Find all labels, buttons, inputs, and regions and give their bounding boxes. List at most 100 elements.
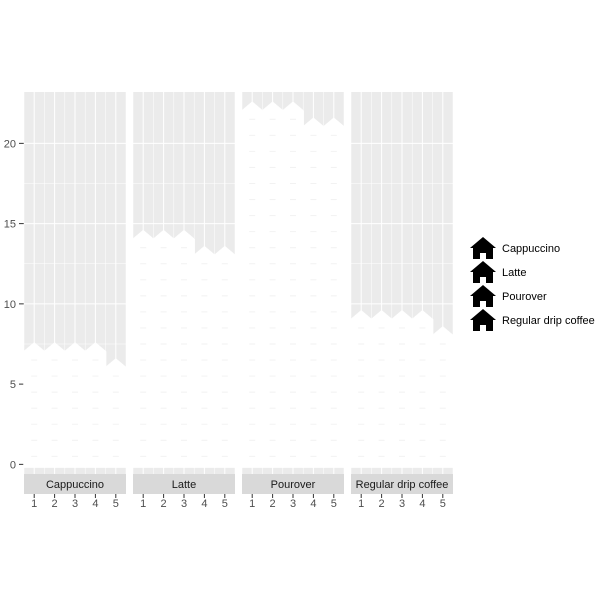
unit-mark xyxy=(249,279,256,281)
unit-mark xyxy=(269,439,276,441)
unit-mark xyxy=(181,247,187,249)
unit-mark xyxy=(269,215,276,217)
unit-mark xyxy=(330,182,337,184)
house-bar xyxy=(213,245,236,468)
unit-mark xyxy=(439,455,446,457)
unit-mark xyxy=(92,375,99,377)
unit-mark xyxy=(160,263,167,265)
unit-mark xyxy=(181,455,187,457)
unit-mark xyxy=(310,359,317,361)
unit-mark xyxy=(221,279,228,281)
unit-mark xyxy=(72,375,78,377)
unit-mark xyxy=(290,439,296,441)
unit-mark xyxy=(290,150,296,152)
unit-mark xyxy=(290,407,296,409)
house-bar xyxy=(152,229,175,468)
unit-mark xyxy=(399,359,405,361)
unit-mark xyxy=(140,295,147,297)
x-tick-label: 1 xyxy=(249,498,255,510)
y-tick-label: 20 xyxy=(4,138,16,150)
unit-mark xyxy=(249,375,256,377)
unit-mark xyxy=(330,134,337,136)
unit-mark xyxy=(31,391,38,393)
unit-mark xyxy=(419,455,426,457)
unit-mark xyxy=(439,375,446,377)
unit-mark xyxy=(419,327,426,329)
unit-mark xyxy=(31,375,38,377)
unit-mark xyxy=(221,375,228,377)
unit-mark xyxy=(92,407,99,409)
unit-mark xyxy=(358,407,365,409)
unit-mark xyxy=(310,134,317,136)
unit-mark xyxy=(201,359,208,361)
unit-mark xyxy=(201,423,208,425)
unit-mark xyxy=(310,215,317,217)
unit-mark xyxy=(269,295,276,297)
unit-mark xyxy=(399,423,405,425)
unit-mark xyxy=(249,231,256,233)
facet-strip-label: Latte xyxy=(172,479,196,491)
unit-mark xyxy=(310,150,317,152)
legend-item: Regular drip coffee xyxy=(470,309,595,331)
unit-mark xyxy=(399,375,405,377)
x-tick-label: 2 xyxy=(52,498,58,510)
unit-mark xyxy=(140,455,147,457)
unit-mark xyxy=(221,407,228,409)
unit-mark xyxy=(330,295,337,297)
unit-mark xyxy=(201,311,208,313)
unit-mark xyxy=(201,343,208,345)
unit-mark xyxy=(249,118,256,120)
unit-mark xyxy=(221,311,228,313)
unit-mark xyxy=(399,391,405,393)
legend: Cappuccino Latte Pourover Regular drip coff… xyxy=(470,237,595,331)
unit-mark xyxy=(72,391,78,393)
unit-mark xyxy=(249,311,256,313)
unit-mark xyxy=(310,295,317,297)
unit-mark xyxy=(112,375,119,377)
unit-mark xyxy=(140,263,147,265)
unit-mark xyxy=(330,455,337,457)
unit-mark xyxy=(269,279,276,281)
house-bar xyxy=(370,309,393,468)
house-bar xyxy=(193,245,216,468)
unit-mark xyxy=(221,455,228,457)
unit-mark xyxy=(399,327,405,329)
unit-mark xyxy=(249,391,256,393)
house-bar xyxy=(23,342,46,468)
unit-mark xyxy=(72,407,78,409)
unit-mark xyxy=(160,279,167,281)
unit-mark xyxy=(310,455,317,457)
house-bar xyxy=(391,309,413,468)
house-icon xyxy=(470,309,496,331)
unit-mark xyxy=(310,166,317,168)
unit-mark xyxy=(310,375,317,377)
unit-mark xyxy=(330,247,337,249)
unit-mark xyxy=(249,150,256,152)
unit-mark xyxy=(249,295,256,297)
unit-mark xyxy=(269,343,276,345)
unit-mark xyxy=(201,439,208,441)
unit-mark xyxy=(51,455,58,457)
unit-mark xyxy=(112,439,119,441)
house-icon xyxy=(470,261,496,283)
unit-mark xyxy=(160,455,167,457)
unit-mark xyxy=(160,423,167,425)
facet-panel: Regular drip coffee 1 2 3 4 5 xyxy=(350,92,454,510)
unit-mark xyxy=(330,199,337,201)
unit-mark xyxy=(269,166,276,168)
unit-mark xyxy=(330,311,337,313)
unit-mark xyxy=(290,295,296,297)
x-tick-label: 1 xyxy=(140,498,146,510)
unit-mark xyxy=(201,279,208,281)
facet-strip xyxy=(133,474,235,494)
unit-mark xyxy=(249,327,256,329)
unit-mark xyxy=(330,231,337,233)
x-tick-label: 3 xyxy=(72,498,78,510)
house-bar xyxy=(350,309,373,468)
unit-mark xyxy=(439,407,446,409)
unit-mark xyxy=(140,343,147,345)
house-bar xyxy=(104,358,127,468)
unit-mark xyxy=(290,423,296,425)
x-tick-label: 4 xyxy=(310,498,316,510)
x-tick-label: 4 xyxy=(419,498,425,510)
